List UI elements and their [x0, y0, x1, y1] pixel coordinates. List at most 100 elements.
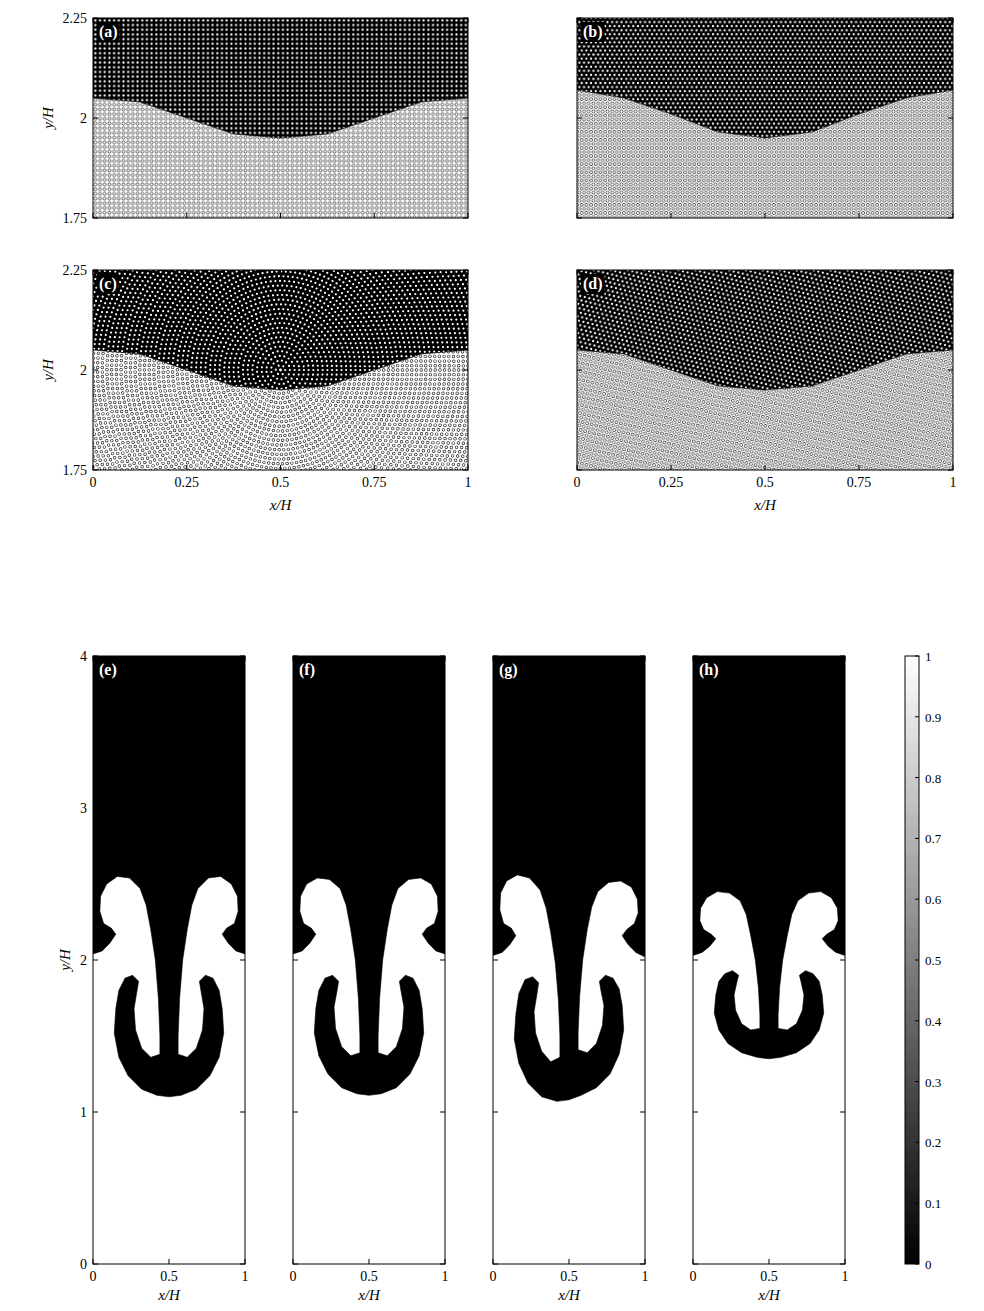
colorbar-tick: [915, 1142, 919, 1143]
x-tick: [693, 1259, 694, 1264]
particle-ring: [93, 270, 468, 470]
particle-ring: [93, 270, 468, 470]
x-tick-label: 0: [90, 475, 97, 490]
panel-label: (c): [99, 275, 117, 293]
plot-area: [93, 656, 245, 1264]
y-tick-label: 2: [80, 363, 87, 378]
y-tick: [577, 470, 582, 471]
particle-ring: [93, 270, 468, 470]
x-tick: [374, 465, 375, 470]
particle-ring: [163, 270, 398, 470]
x-axis-title: x/H: [357, 1287, 381, 1303]
x-tick: [245, 656, 246, 661]
x-tick: [369, 1259, 370, 1264]
y-tick: [693, 1112, 698, 1113]
particle-ring: [276, 365, 285, 374]
y-tick: [93, 18, 98, 19]
particle-ring: [182, 272, 379, 469]
y-tick: [93, 370, 98, 371]
panel-label: (h): [699, 661, 719, 679]
panel-label-patch: [581, 22, 605, 42]
x-tick-label: 0.75: [847, 475, 872, 490]
y-tick: [293, 808, 298, 809]
panel-label: (b): [583, 23, 603, 41]
y-tick: [93, 218, 98, 219]
y-tick-label: 2: [80, 111, 87, 126]
y-tick: [840, 1112, 845, 1113]
x-tick-label: 1: [642, 1269, 649, 1284]
y-tick: [93, 808, 98, 809]
upper-fluid-group: [693, 656, 845, 1264]
x-tick: [445, 656, 446, 661]
particle-ring: [248, 337, 314, 403]
upper-fluid: [293, 656, 445, 1264]
lower-fluid: [293, 656, 445, 1264]
x-tick: [769, 656, 770, 661]
x-tick: [859, 465, 860, 470]
x-tick: [765, 18, 766, 23]
upper-ground: [93, 270, 468, 470]
x-tick: [245, 1259, 246, 1264]
y-tick: [640, 1264, 645, 1265]
y-tick: [840, 656, 845, 657]
y-tick: [640, 656, 645, 657]
y-tick: [463, 218, 468, 219]
y-tick: [93, 1112, 98, 1113]
x-tick: [374, 213, 375, 218]
particle-ring: [229, 318, 332, 421]
y-tick: [577, 218, 582, 219]
y-tick: [440, 1112, 445, 1113]
y-tick: [93, 118, 98, 119]
particle-ring: [93, 270, 468, 470]
panel-label-patch: [97, 660, 119, 680]
plot-area: [577, 270, 953, 470]
interface: [493, 875, 645, 1101]
particle-ring: [126, 270, 436, 470]
plot-area: [293, 656, 445, 1264]
particle-ring: [159, 270, 403, 470]
colorbar-tick-label: 0.6: [925, 892, 942, 907]
colorbar-tick-label: 0.2: [925, 1135, 941, 1150]
particle-ring: [93, 270, 468, 470]
colorbar-tick-label: 0.1: [925, 1196, 941, 1211]
y-tick: [93, 470, 98, 471]
x-tick-label: 0: [90, 1269, 97, 1284]
colorbar-tick: [915, 656, 919, 657]
particle-ring: [93, 270, 468, 470]
x-tick-label: 0.5: [756, 475, 774, 490]
particle-ring: [93, 270, 468, 470]
particle-ring: [93, 270, 468, 470]
y-tick: [463, 270, 468, 271]
y-tick-label: 1: [80, 1105, 87, 1120]
x-tick: [671, 213, 672, 218]
panel-label-patch: [297, 660, 317, 680]
particle-ring: [154, 270, 407, 470]
x-tick: [569, 656, 570, 661]
colorbar-tick-label: 1: [925, 649, 932, 664]
y-tick: [493, 1264, 498, 1265]
x-tick: [93, 465, 94, 470]
particle-ring: [187, 276, 375, 464]
x-tick: [577, 213, 578, 218]
x-tick: [468, 465, 469, 470]
particle-ring: [177, 270, 383, 470]
panel-label-patch: [497, 660, 520, 680]
x-tick: [186, 465, 187, 470]
upper-particles: [93, 18, 468, 138]
y-axis-title: y/H: [40, 358, 56, 383]
x-tick-label: 0.5: [272, 475, 290, 490]
y-tick: [240, 656, 245, 657]
y-tick-label: 1.75: [63, 211, 88, 226]
x-axis-title: x/H: [557, 1287, 581, 1303]
particle-ring: [205, 295, 355, 445]
y-tick: [948, 118, 953, 119]
x-tick: [374, 18, 375, 23]
y-tick: [493, 808, 498, 809]
panel-label-patch: [697, 660, 721, 680]
particle-ring: [102, 270, 458, 470]
interface: [693, 892, 845, 1059]
x-tick: [280, 213, 281, 218]
y-tick: [577, 18, 582, 19]
x-tick: [569, 1259, 570, 1264]
x-tick: [493, 1259, 494, 1264]
